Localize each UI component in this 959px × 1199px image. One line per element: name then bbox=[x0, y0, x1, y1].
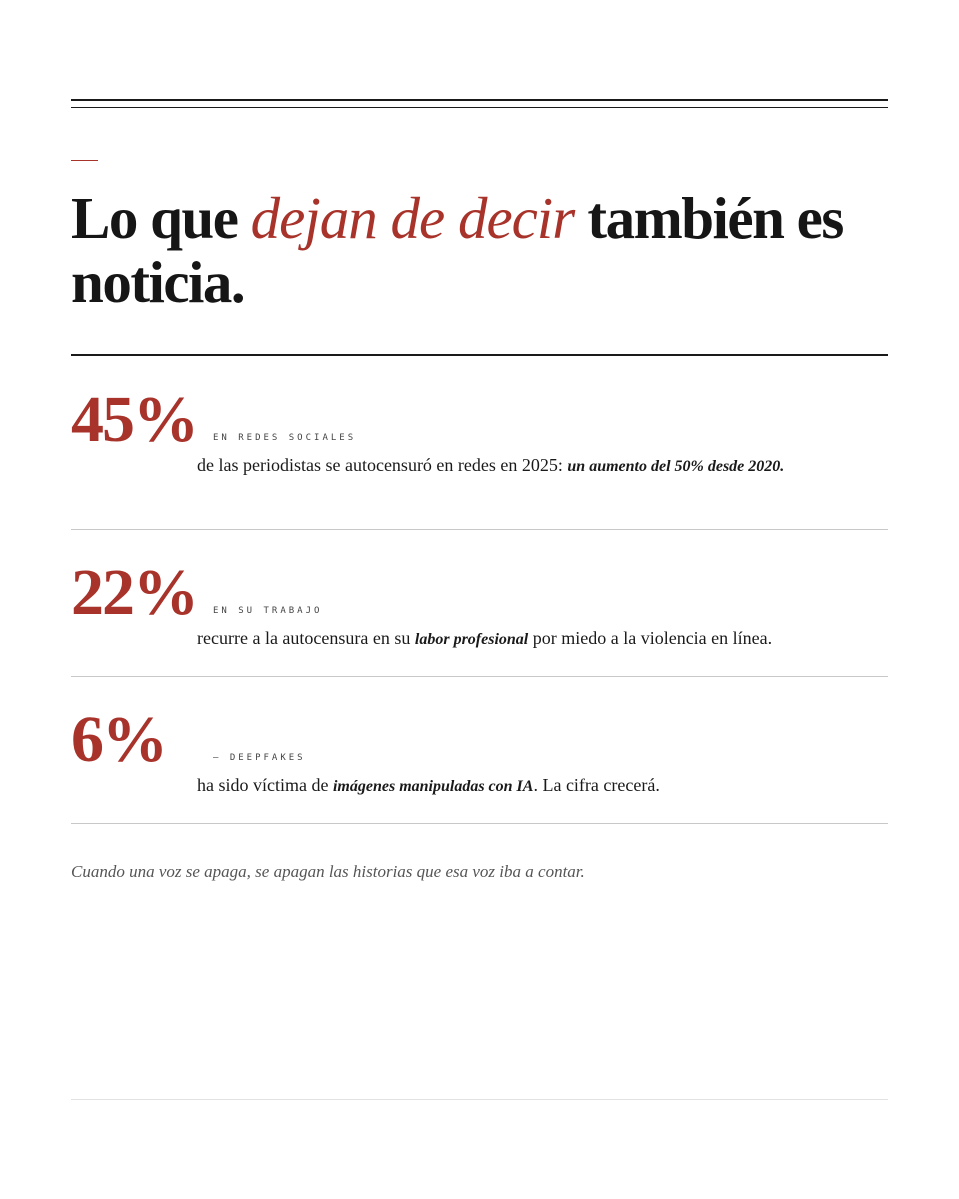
divider bbox=[71, 676, 888, 677]
text-emphasis: un aumento del 50% desde 2020. bbox=[567, 458, 785, 475]
text-segment: por miedo a la violencia en línea. bbox=[528, 628, 773, 648]
title: Lo que dejan de decir también es noticia… bbox=[71, 186, 901, 314]
accent-dash bbox=[71, 160, 98, 161]
text-emphasis: imágenes manipuladas con IA bbox=[332, 778, 534, 795]
stat-label: EN REDES SOCIALES bbox=[213, 433, 357, 443]
stat-label: — DEEPFAKES bbox=[213, 753, 306, 763]
text-segment: recurre a la autocensura en su bbox=[197, 628, 415, 648]
text-segment: de las periodistas se autocensuró en red… bbox=[197, 455, 568, 475]
text-segment: ha sido víctima de bbox=[197, 775, 333, 795]
stat-text: ha sido víctima de imágenes manipuladas … bbox=[197, 772, 877, 800]
top-rule bbox=[71, 99, 888, 101]
text-emphasis: labor profesional bbox=[414, 631, 529, 648]
stat-figure: 22% bbox=[71, 556, 199, 629]
closing-quote: Cuando una voz se apaga, se apagan las h… bbox=[71, 862, 585, 881]
section-rule bbox=[71, 354, 888, 356]
stat-text: recurre a la autocensura en su labor pro… bbox=[197, 625, 877, 653]
top-rule bbox=[71, 107, 888, 108]
stat-label: EN SU TRABAJO bbox=[213, 606, 323, 616]
divider bbox=[71, 823, 888, 824]
stat-figure: 6% bbox=[71, 703, 168, 776]
title-text: también es noticia. bbox=[71, 185, 844, 315]
bottom-rule bbox=[71, 1099, 888, 1100]
title-emphasis: dejan de decir bbox=[250, 185, 575, 251]
stat-text: de las periodistas se autocensuró en red… bbox=[197, 452, 877, 480]
divider bbox=[71, 529, 888, 530]
title-text: Lo que bbox=[71, 185, 251, 251]
text-segment: . La cifra crecerá. bbox=[533, 775, 660, 795]
stat-figure: 45% bbox=[71, 383, 199, 456]
